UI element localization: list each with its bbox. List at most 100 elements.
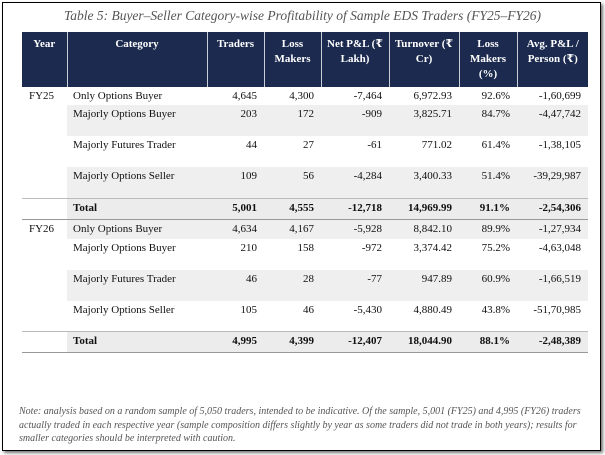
cell-net-pl: -77 <box>321 269 389 301</box>
cell-category: Total <box>67 331 207 353</box>
cell-net-pl: -12,718 <box>321 197 389 220</box>
cell-turnover: 3,400.33 <box>389 167 459 199</box>
table-row: Majorly Options Seller 109 56 -4,284 3,400.3… <box>22 167 588 199</box>
cell-loss-pct: 92.6% <box>481 89 510 102</box>
cell-avg-pl: -39,29,987 <box>517 167 588 199</box>
cell-loss-pct: 60.9% <box>459 269 517 301</box>
cell-loss-makers: 4,300 <box>289 89 314 102</box>
cell-net-pl: -61 <box>367 139 382 152</box>
table-row: Majorly Options Seller 105 46 -5,430 4,880.4… <box>22 301 588 332</box>
cell-turnover: 3,374.42 <box>413 241 453 254</box>
cell-loss-pct: 43.8% <box>481 303 510 316</box>
cell-turnover: 18,044.90 <box>389 331 459 353</box>
cell-turnover: 947.89 <box>389 269 459 301</box>
cell-avg-pl: -1,66,519 <box>517 269 588 301</box>
cell-loss-makers: 4,399 <box>264 331 321 353</box>
cell-year <box>22 331 67 353</box>
header-loss-pct: Loss Makers (%) <box>458 32 517 87</box>
cell-avg-pl: -2,48,389 <box>517 331 588 353</box>
cell-category: Majorly Options Seller <box>67 167 207 199</box>
cell-loss-makers: 56 <box>264 167 321 199</box>
header-year: Year <box>22 32 67 87</box>
cell-loss-makers: 172 <box>264 105 321 137</box>
cell-year: FY26 <box>22 218 67 239</box>
cell-loss-makers: 158 <box>297 241 315 254</box>
cell-loss-pct: 91.1% <box>459 197 517 220</box>
table-row: Majorly Futures Trader 44 27 -61 771.02 61.4%… <box>22 136 588 167</box>
cell-loss-makers: 46 <box>303 303 314 316</box>
cell-turnover: 6,972.93 <box>413 89 453 102</box>
header-traders: Traders <box>206 32 264 87</box>
cell-year <box>22 197 67 220</box>
table-row: Majorly Options Buyer 210 158 -972 3,374.42 7… <box>22 239 588 270</box>
cell-category: Total <box>67 197 207 220</box>
cell-category: Majorly Options Buyer <box>67 105 207 137</box>
cell-year <box>22 136 67 167</box>
cell-net-pl: -909 <box>321 105 389 137</box>
cell-category: Only Options Buyer <box>67 218 207 239</box>
cell-net-pl: -4,284 <box>321 167 389 199</box>
cell-traders: 210 <box>240 241 258 254</box>
cell-loss-pct: 88.1% <box>459 331 517 353</box>
header-turnover: Turnover (₹ Cr) <box>388 32 459 87</box>
cell-turnover: 4,880.49 <box>413 303 453 316</box>
cell-net-pl: -7,464 <box>353 89 382 102</box>
cell-avg-pl: -2,54,306 <box>517 197 588 220</box>
cell-avg-pl: -51,70,985 <box>533 303 581 316</box>
cell-avg-pl: -4,63,048 <box>538 241 581 254</box>
header-net-pl: Net P&L (₹ Lakh) <box>320 32 389 87</box>
cell-loss-makers: 4,167 <box>264 218 321 239</box>
cell-net-pl: -972 <box>361 241 382 254</box>
table-row: Majorly Futures Trader 46 28 -77 947.89 60.9%… <box>22 269 588 301</box>
cell-turnover: 8,842.10 <box>389 218 459 239</box>
cell-turnover: 771.02 <box>421 139 452 152</box>
cell-loss-pct: 51.4% <box>459 167 517 199</box>
table-row: Majorly Options Buyer 203 172 -909 3,825.71 8… <box>22 105 588 137</box>
cell-net-pl: -5,928 <box>321 218 389 239</box>
table-row: FY25 Only Options Buyer 4,645 4,300 -7,464 6,… <box>22 87 588 106</box>
cell-net-pl: -5,430 <box>353 303 382 316</box>
cell-year <box>22 270 67 301</box>
cell-avg-pl: -4,47,742 <box>517 105 588 137</box>
cell-category: Only Options Buyer <box>73 89 163 102</box>
table-figure: Table 5: Buyer–Seller Category-wise Prof… <box>2 2 601 451</box>
cell-loss-pct: 84.7% <box>459 105 517 137</box>
cell-loss-makers: 27 <box>303 139 314 152</box>
cell-loss-pct: 75.2% <box>481 241 510 254</box>
cell-avg-pl: -1,27,934 <box>517 218 588 239</box>
cell-year: FY25 <box>29 89 55 102</box>
cell-category: Majorly Options Seller <box>73 303 175 316</box>
cell-traders: 105 <box>240 303 258 316</box>
cell-loss-pct: 61.4% <box>481 139 510 152</box>
cell-avg-pl: -1,60,699 <box>538 89 581 102</box>
cell-category: Majorly Futures Trader <box>73 139 176 152</box>
table-body: FY25 Only Options Buyer 4,645 4,300 -7,464 6,… <box>22 87 588 353</box>
cell-traders: 4,634 <box>207 218 264 239</box>
table-note: Note: analysis based on a random sample … <box>19 406 581 444</box>
cell-turnover: 3,825.71 <box>389 105 459 137</box>
table-row: FY26 Only Options Buyer 4,634 4,167 -5,928 8,… <box>22 218 588 239</box>
table-caption: Table 5: Buyer–Seller Category-wise Prof… <box>63 8 542 23</box>
header-category: Category <box>66 32 207 87</box>
cell-traders: 44 <box>246 139 257 152</box>
cell-traders: 109 <box>207 167 264 199</box>
table-total-row: Total 5,001 4,555 -12,718 14,969.99 91.1% -2,5… <box>22 197 588 220</box>
header-loss-makers: Loss Makers <box>263 32 321 87</box>
cell-traders: 4,645 <box>232 89 257 102</box>
cell-loss-pct: 89.9% <box>459 218 517 239</box>
cell-category: Majorly Futures Trader <box>67 269 207 301</box>
cell-year <box>22 167 67 198</box>
cell-avg-pl: -1,38,105 <box>538 139 581 152</box>
cell-year <box>22 239 67 270</box>
cell-turnover: 14,969.99 <box>389 197 459 220</box>
table-header: Year Category Traders Loss Makers Net P&… <box>22 32 588 87</box>
profitability-table: Year Category Traders Loss Makers Net P&… <box>22 32 588 353</box>
table-total-row: Total 4,995 4,399 -12,407 18,044.90 88.1% -2,4… <box>22 331 588 353</box>
cell-traders: 4,995 <box>207 331 264 353</box>
cell-traders: 203 <box>207 105 264 137</box>
cell-year <box>22 105 67 136</box>
cell-traders: 5,001 <box>207 197 264 220</box>
cell-year <box>22 301 67 332</box>
cell-loss-makers: 28 <box>264 269 321 301</box>
header-avg-pl: Avg. P&L / Person (₹) <box>516 32 588 87</box>
